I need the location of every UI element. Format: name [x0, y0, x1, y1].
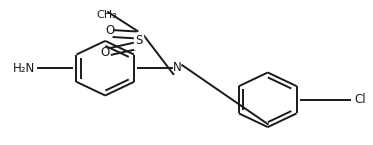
Text: N: N	[173, 61, 182, 74]
Text: S: S	[135, 34, 142, 47]
Text: O: O	[100, 46, 110, 59]
Text: O: O	[105, 24, 115, 37]
Text: H₂N: H₂N	[13, 62, 35, 75]
Text: Cl: Cl	[354, 93, 366, 106]
Text: CH₃: CH₃	[97, 10, 117, 20]
